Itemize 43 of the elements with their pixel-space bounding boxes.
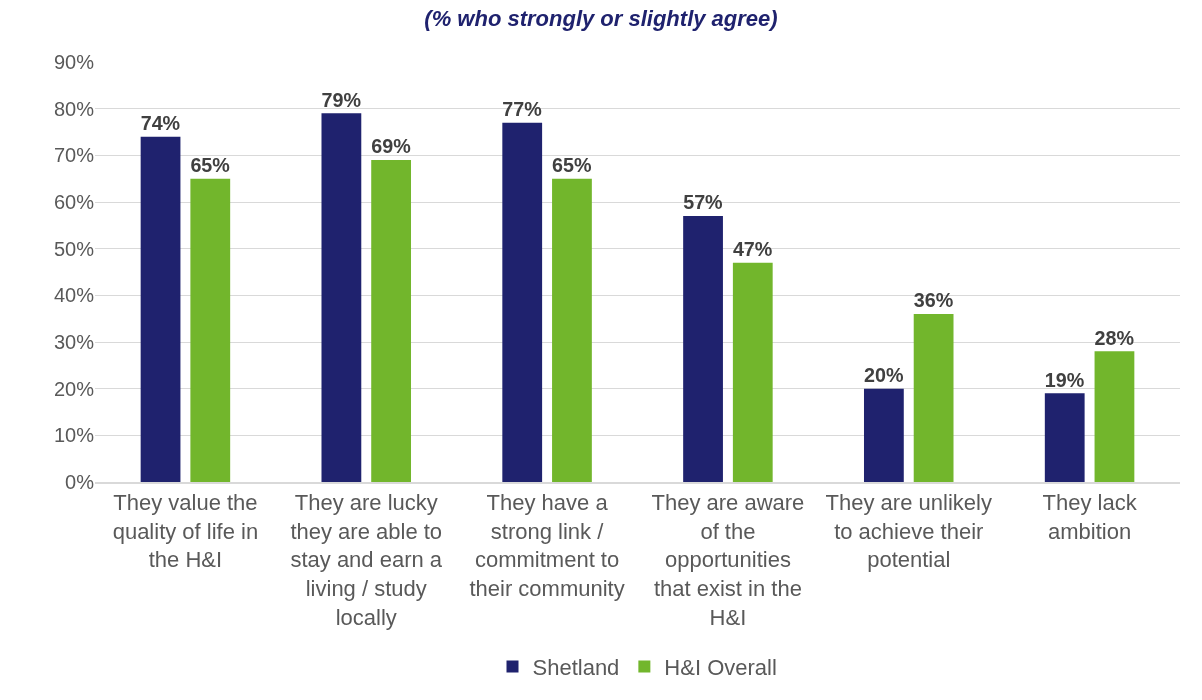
bar	[1094, 351, 1135, 482]
y-tick-label: 70%	[53, 144, 95, 167]
legend-label: Shetland	[532, 655, 620, 681]
x-tick-label: They are unlikely to achieve their potential	[825, 490, 992, 573]
data-label: 65%	[190, 153, 231, 176]
y-tick-label: 80%	[53, 97, 95, 120]
bar	[190, 178, 231, 482]
bar	[371, 160, 412, 482]
bar	[502, 122, 543, 482]
data-label: 36%	[913, 289, 954, 312]
x-tick-label: They lack ambition	[1042, 490, 1138, 544]
data-label: 28%	[1094, 326, 1135, 349]
bar	[140, 136, 181, 482]
data-label: 69%	[371, 135, 412, 158]
data-label: 47%	[732, 237, 773, 260]
data-label: 57%	[683, 191, 724, 214]
y-tick-label: 60%	[53, 191, 95, 213]
bar	[321, 113, 362, 482]
y-tick-label: 50%	[53, 237, 95, 260]
data-label: 79%	[321, 88, 362, 111]
bar	[732, 262, 773, 482]
x-tick-label: They are lucky they are able to stay and earn a living / study locally	[290, 490, 443, 630]
x-tick-label: They value the quality of life in the H&I	[112, 490, 259, 573]
data-label: 20%	[864, 363, 904, 386]
bar	[863, 388, 904, 482]
data-label: 65%	[552, 153, 592, 176]
bar	[1044, 393, 1085, 482]
chart-title: (% who strongly or slightly agree)	[424, 5, 778, 31]
x-tick-label: They are aware of the opportunities that exist in the H&I	[651, 490, 805, 630]
legend-label: H&I Overall	[664, 655, 777, 681]
x-tick-label: They have a strong link / commitment to their community	[469, 490, 625, 601]
bar	[683, 216, 723, 482]
data-label: 74%	[140, 111, 181, 134]
y-tick-label: 40%	[53, 284, 95, 307]
y-tick-label: 10%	[53, 424, 95, 447]
data-label: 77%	[502, 97, 543, 120]
bar	[913, 314, 954, 482]
y-tick-label: 90%	[53, 51, 95, 73]
data-label: 19%	[1044, 368, 1085, 391]
bar	[552, 178, 592, 482]
y-tick-label: 30%	[53, 331, 95, 353]
y-tick-label: 0%	[65, 471, 95, 493]
y-tick-label: 20%	[53, 377, 95, 400]
